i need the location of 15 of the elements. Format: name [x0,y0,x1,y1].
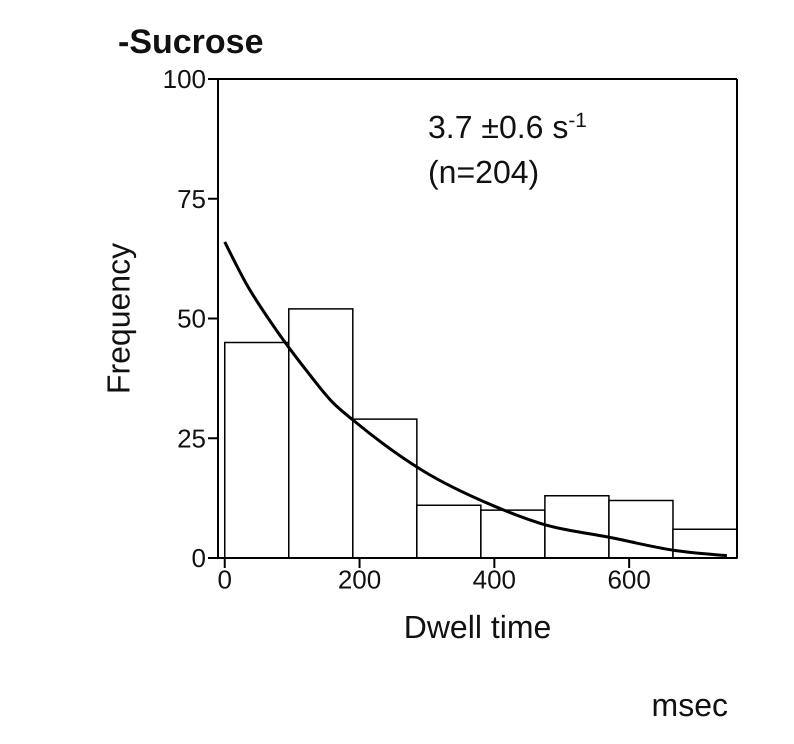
x-axis-title: Dwell time [404,609,552,645]
annotation: 3.7 ±0.6 s$^{-1}$ [428,108,587,145]
y-tick-label: 50 [177,304,206,334]
x-tick-label: 200 [338,564,382,594]
y-axis-title: Frequency [100,242,136,394]
y-tick-label: 75 [177,184,206,214]
chart-title: -Sucrose [118,23,264,61]
text: msec [652,687,728,723]
x-tick-label: 0 [218,564,232,594]
x-tick-label: 400 [472,564,516,594]
annotation: (n=204) [428,154,540,190]
y-tick-label: 0 [192,543,206,574]
y-tick-label: 25 [177,423,206,454]
y-tick-label: 100 [162,64,206,94]
x-tick-label: 600 [607,564,651,594]
